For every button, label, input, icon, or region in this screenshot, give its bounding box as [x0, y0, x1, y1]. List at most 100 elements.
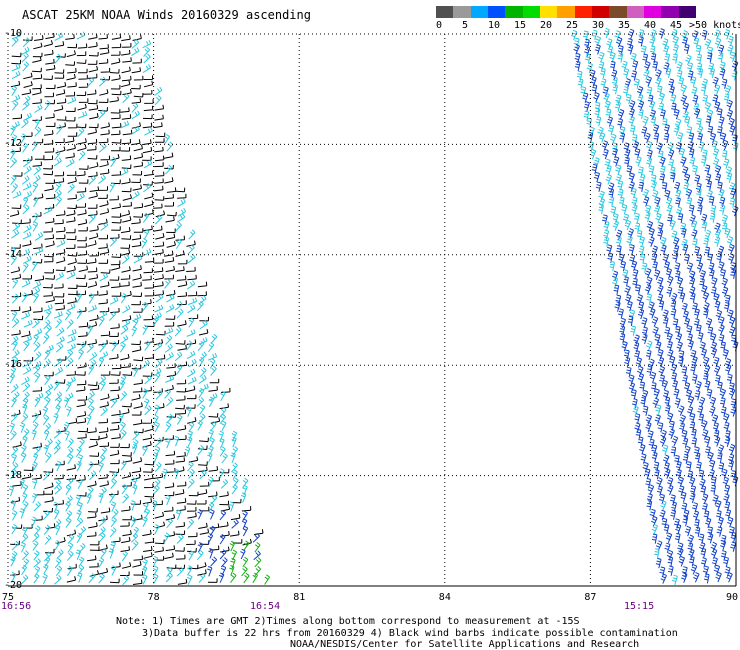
wind-barb — [719, 397, 726, 408]
wind-barb — [632, 140, 640, 152]
wind-barb — [87, 381, 98, 387]
wind-barb — [77, 144, 87, 152]
wind-barb — [712, 148, 720, 159]
wind-barb — [716, 253, 723, 264]
wind-barb — [711, 414, 719, 425]
wind-barb — [574, 60, 581, 72]
wind-barb — [642, 115, 649, 127]
wind-barb — [690, 564, 698, 575]
wind-barb — [133, 144, 143, 152]
wind-barb — [626, 38, 633, 49]
wind-barb — [698, 413, 704, 424]
wind-barb — [664, 189, 671, 201]
wind-barb — [692, 94, 699, 106]
wind-barb — [98, 298, 108, 305]
wind-barb — [591, 84, 598, 95]
wind-barb — [229, 540, 236, 552]
wind-barb — [589, 69, 596, 80]
wind-barb — [651, 451, 658, 463]
wind-barb — [175, 250, 185, 257]
wind-barb — [165, 216, 175, 223]
wind-barb — [706, 109, 714, 121]
wind-barb — [642, 188, 649, 200]
wind-barb — [241, 566, 248, 577]
wind-barb — [730, 268, 736, 279]
wind-barb — [593, 157, 600, 168]
wind-barb — [53, 357, 63, 367]
wind-barb — [619, 325, 626, 336]
wind-barb — [689, 286, 696, 297]
wind-barb — [55, 565, 63, 577]
wind-barb — [680, 227, 687, 239]
wind-barb — [164, 321, 175, 327]
wind-barb — [43, 563, 49, 575]
wind-barb — [67, 258, 77, 265]
wind-barb — [672, 252, 679, 263]
wind-barb — [692, 30, 699, 41]
wind-barb — [219, 468, 230, 474]
wind-barb — [231, 462, 238, 473]
wind-barb — [99, 307, 110, 313]
wind-barb — [164, 343, 173, 353]
wind-barb — [199, 320, 208, 330]
wind-barb — [32, 532, 40, 543]
wind-barb — [668, 85, 675, 97]
wind-barb — [683, 182, 689, 193]
wind-barb — [625, 366, 632, 378]
wind-barb — [677, 547, 684, 559]
wind-barb — [165, 467, 176, 473]
wind-barb — [176, 533, 184, 544]
wind-barb — [131, 467, 142, 474]
wind-barb — [714, 436, 721, 447]
wind-barb — [632, 405, 639, 417]
wind-barb — [153, 500, 163, 506]
wind-barb — [662, 316, 669, 328]
wind-barb — [166, 518, 173, 529]
wind-barb — [154, 462, 162, 473]
wind-barb — [253, 550, 261, 561]
wind-barb — [582, 92, 589, 103]
wind-barb — [76, 59, 87, 64]
wind-barb — [724, 436, 731, 447]
wind-barb — [165, 437, 171, 449]
wind-barb — [612, 84, 618, 95]
wind-barb — [120, 147, 131, 152]
wind-barb — [186, 350, 196, 360]
wind-barb — [143, 398, 150, 409]
wind-barb — [33, 42, 43, 50]
wind-barb — [675, 118, 682, 129]
wind-barb — [598, 204, 604, 215]
wind-barb — [254, 566, 262, 577]
wind-barb — [690, 485, 697, 496]
legend-swatch — [522, 6, 541, 18]
wind-barb — [87, 512, 97, 519]
wind-barb — [188, 317, 195, 328]
wind-barb — [704, 102, 712, 113]
wind-barb — [646, 220, 654, 232]
wind-barb — [723, 29, 731, 40]
wind-barb — [174, 221, 182, 232]
wind-barb — [207, 452, 213, 463]
wind-barb — [614, 101, 621, 112]
wind-barb — [109, 296, 119, 305]
wind-barb — [724, 227, 731, 239]
wind-barb — [710, 541, 718, 553]
wind-barb — [54, 41, 65, 48]
wind-barb — [54, 219, 64, 225]
wind-barb — [166, 293, 175, 303]
wind-barb — [638, 301, 645, 312]
wind-barb — [120, 210, 131, 217]
wind-barb — [78, 226, 88, 232]
wind-barb — [643, 69, 650, 80]
wind-barb — [132, 58, 142, 64]
wind-barb — [100, 371, 111, 376]
wind-barb — [264, 574, 271, 585]
wind-barb — [174, 351, 183, 362]
wind-barb — [706, 189, 713, 201]
wind-barb — [89, 112, 99, 120]
wind-barb — [231, 519, 239, 529]
wind-barb — [153, 338, 164, 346]
wind-barb — [32, 182, 39, 193]
wind-barb — [701, 429, 709, 440]
